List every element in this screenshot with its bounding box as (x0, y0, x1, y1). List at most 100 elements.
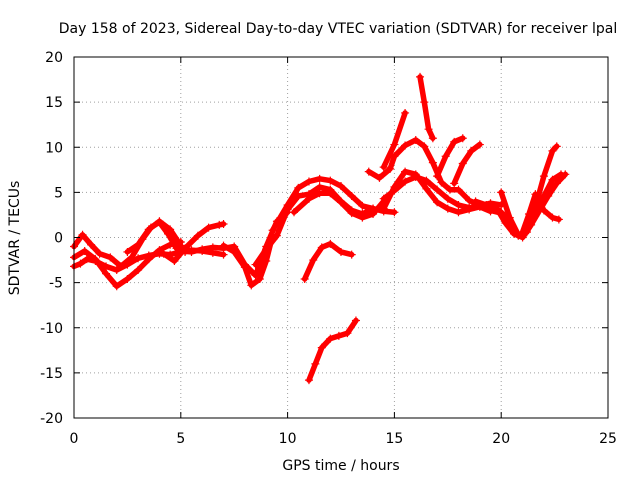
x-tick-label: 0 (70, 431, 79, 447)
data-point (441, 152, 450, 161)
data-point (401, 141, 410, 150)
data-point (557, 170, 566, 179)
data-point (262, 245, 271, 254)
data-point (467, 146, 476, 155)
data-point (176, 247, 185, 256)
data-point (347, 191, 356, 200)
data-point (123, 247, 132, 256)
data-point (539, 206, 548, 215)
series-layer (70, 72, 570, 385)
data-point (326, 189, 335, 198)
data-point (112, 282, 121, 291)
data-point (204, 223, 213, 232)
series-line (498, 143, 560, 238)
x-tick-label: 5 (176, 431, 185, 447)
data-point (401, 108, 410, 117)
y-tick-label: 20 (45, 50, 63, 66)
data-point (112, 265, 121, 274)
data-point (134, 240, 143, 249)
data-point (255, 275, 264, 284)
data-point (351, 316, 360, 325)
data-point (531, 190, 540, 199)
series-arc23 (518, 190, 563, 237)
data-point (475, 140, 484, 149)
data-point (433, 172, 442, 181)
data-point (315, 189, 324, 198)
data-point (347, 250, 356, 259)
data-point (134, 265, 143, 274)
data-point (358, 213, 367, 222)
data-point (155, 246, 164, 255)
data-point (488, 203, 497, 212)
data-point (123, 275, 132, 284)
data-point (401, 177, 410, 186)
y-tick-label: 10 (45, 140, 63, 156)
data-point (134, 254, 143, 263)
data-point (309, 256, 318, 265)
data-point (379, 163, 388, 172)
x-axis-title: GPS time / hours (282, 458, 399, 474)
data-point (326, 239, 335, 248)
data-point (552, 179, 561, 188)
data-point (428, 134, 437, 143)
data-point (433, 185, 442, 194)
data-point (443, 194, 452, 203)
y-tick-label: -10 (40, 321, 63, 337)
data-point (78, 230, 87, 239)
data-point (518, 228, 527, 237)
data-point (458, 159, 467, 168)
data-point (552, 142, 561, 151)
data-point (422, 184, 431, 193)
series-arc9 (268, 174, 378, 235)
data-point (539, 172, 548, 181)
series-line (451, 141, 483, 187)
data-point (390, 182, 399, 191)
series-arc19 (450, 140, 484, 188)
x-tick-label: 10 (279, 431, 297, 447)
data-point (458, 134, 467, 143)
data-point (166, 240, 175, 249)
data-point (443, 204, 452, 213)
data-point (166, 225, 175, 234)
data-point (411, 136, 420, 145)
data-point (317, 243, 326, 252)
data-point (87, 240, 96, 249)
data-point (262, 256, 271, 265)
data-point (465, 205, 474, 214)
data-point (358, 201, 367, 210)
series-arc17 (416, 72, 437, 143)
data-point (386, 164, 395, 173)
data-point (187, 247, 196, 256)
data-point (548, 175, 557, 184)
data-point (294, 183, 303, 192)
data-point (283, 201, 292, 210)
data-point (127, 253, 136, 262)
data-point (420, 98, 429, 107)
data-point (219, 219, 228, 228)
data-point (300, 275, 309, 284)
y-tick-label: -15 (40, 366, 63, 382)
data-point (437, 178, 446, 187)
data-point (514, 230, 523, 239)
data-point (364, 167, 373, 176)
data-point (290, 208, 299, 217)
y-tick-label: -5 (49, 276, 63, 292)
data-point (208, 243, 217, 252)
data-point (198, 245, 207, 254)
data-point (102, 269, 111, 278)
data-point (482, 201, 491, 210)
series-line (301, 241, 355, 282)
series-arc7 (219, 231, 277, 290)
data-point (219, 241, 228, 250)
data-point (337, 182, 345, 191)
data-point (230, 247, 239, 256)
x-tick-label: 20 (492, 431, 510, 447)
data-point (80, 247, 89, 256)
data-point (106, 253, 115, 262)
data-point (424, 125, 433, 134)
data-point (454, 201, 463, 210)
data-point (159, 249, 168, 258)
data-point (497, 188, 506, 197)
data-point (401, 167, 410, 176)
